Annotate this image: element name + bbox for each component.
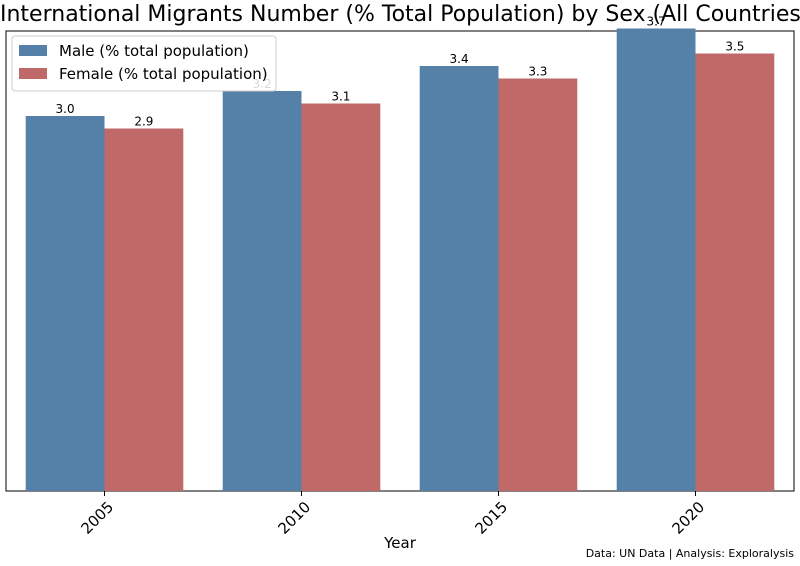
- x-tick-label-2015: 2015: [472, 498, 512, 538]
- bar-male-2015: [419, 66, 499, 491]
- bar-female-2010: [301, 103, 381, 491]
- x-tick-label-2010: 2010: [275, 498, 315, 538]
- value-label-female-2020: 3.5: [725, 40, 744, 54]
- bar-male-2005: [25, 116, 105, 491]
- legend-box: [11, 35, 277, 92]
- plot-area-frame: [5, 30, 795, 492]
- source-note: Data: UN Data | Analysis: Exploralysis: [585, 547, 794, 560]
- value-labels-group: 3.02.93.23.13.43.33.73.5: [56, 15, 745, 129]
- legend-swatch-female: [19, 68, 47, 79]
- value-label-female-2005: 2.9: [134, 115, 153, 129]
- x-axis-label: Year: [383, 534, 417, 552]
- bar-female-2005: [104, 128, 184, 491]
- value-label-female-2010: 3.1: [331, 90, 350, 104]
- x-ticks-group: 2005 2010 2015 2020: [78, 491, 709, 538]
- bar-female-2015: [498, 78, 578, 491]
- value-label-male-2005: 3.0: [56, 102, 75, 116]
- legend-label-male: Male (% total population): [59, 42, 249, 60]
- value-label-male-2015: 3.4: [450, 52, 469, 66]
- bar-male-2010: [222, 91, 302, 491]
- legend-label-female: Female (% total population): [59, 65, 268, 83]
- bars-group: [25, 28, 775, 491]
- x-tick-label-2020: 2020: [669, 498, 709, 538]
- legend-swatch-male: [19, 45, 47, 56]
- x-tick-label-2005: 2005: [78, 498, 118, 538]
- bar-male-2020: [616, 28, 696, 491]
- legend: Male (% total population) Female (% tota…: [11, 35, 277, 92]
- value-label-male-2020: 3.7: [647, 15, 666, 29]
- chart-title: International Migrants Number (% Total P…: [0, 2, 800, 27]
- bar-female-2020: [695, 53, 775, 491]
- value-label-female-2015: 3.3: [528, 65, 547, 79]
